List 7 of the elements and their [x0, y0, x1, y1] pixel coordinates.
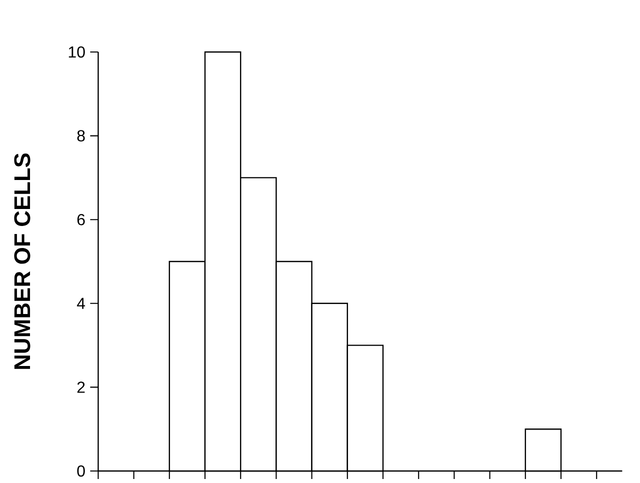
y-tick-label: 0 — [77, 465, 85, 477]
y-axis-title: NUMBER OF CELLS — [14, 153, 30, 369]
y-tick-label: 4 — [76, 298, 86, 309]
y-tick-label: 6 — [77, 214, 85, 226]
y-tick-label: 2 — [77, 382, 85, 393]
y-tick-label: 8 — [77, 130, 85, 142]
y-tick-label: 10 — [68, 46, 85, 58]
